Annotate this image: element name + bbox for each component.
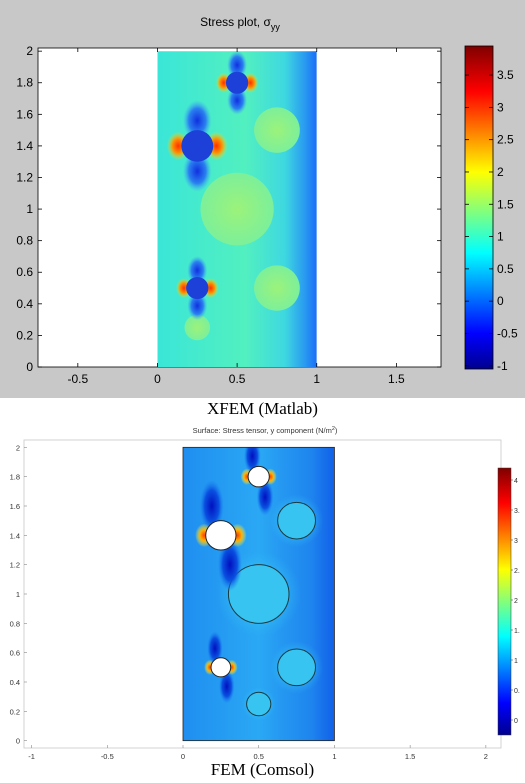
- chart-title-main: Surface: Stress tensor, y component (N/m: [193, 426, 332, 435]
- y-tick-label: 1.8: [10, 473, 20, 482]
- hole-0: [247, 465, 270, 488]
- hole-1: [181, 130, 214, 162]
- colorbar-tick-label: 3: [514, 538, 518, 545]
- y-tick-label: 0.4: [10, 678, 20, 687]
- caption-fem: FEM (Comsol): [210, 760, 315, 779]
- y-tick-label: 1.2: [10, 561, 20, 570]
- inclusion-3: [246, 691, 272, 717]
- colorbar-tick-label: 0: [497, 294, 504, 308]
- y-tick-label: 0.6: [10, 649, 20, 658]
- y-tick-label: 1.6: [16, 107, 33, 121]
- y-tick-label: 0.6: [16, 265, 33, 279]
- hole-2-low-stress-top: [187, 255, 208, 285]
- plate-outline: [182, 446, 335, 742]
- hole-1-low-stress-bottom: [182, 150, 212, 192]
- colorbar-tick-label: 0: [514, 718, 518, 725]
- y-tick-label: 0.8: [16, 234, 33, 248]
- chart-title-sup: 2: [332, 426, 335, 432]
- y-tick-label: 0: [16, 737, 20, 746]
- colorbar-tick-label: 2: [497, 165, 504, 179]
- colorbar-tick-label: 2.5: [497, 133, 514, 147]
- y-tick-label: 2: [26, 44, 33, 58]
- axes-ticks: -1 -0.5 0 0.5 1 1.5 2 0 0.2 0.4 0.6 0.8 1 1.2 1.4 1.6 1.…: [10, 443, 488, 760]
- y-tick-label: 0.2: [10, 707, 20, 716]
- chart-title-main: Stress plot, σ: [200, 15, 271, 29]
- colorbar-tick-label: 2.: [514, 568, 520, 575]
- hole-0-low-stress-bottom: [256, 478, 274, 516]
- fem-stress-figure: Surface: Stress tensor, y component (N/m…: [0, 422, 525, 760]
- colorbar-tick-label: 3.5: [497, 68, 514, 82]
- x-tick-label: 1.5: [405, 752, 415, 760]
- inclusion-3: [184, 314, 211, 341]
- hole-2: [186, 276, 209, 300]
- stress-field: [157, 51, 317, 367]
- inclusion-1: [227, 564, 290, 624]
- hole-1-low-stress-bottom: [217, 538, 243, 592]
- y-tick-label: 1.6: [10, 502, 20, 511]
- y-tick-label: 1: [26, 202, 33, 216]
- inclusion-2: [277, 648, 317, 687]
- y-tick-label: 1.8: [16, 76, 33, 90]
- colorbar-tick-label: 1.: [514, 628, 520, 635]
- inclusion-0: [277, 501, 317, 540]
- colorbar-tick-label: 1.5: [497, 197, 514, 211]
- y-tick-label: 1.2: [16, 170, 33, 184]
- colorbar-tick-label: 3.: [514, 508, 520, 515]
- hole-1-low-stress-top: [199, 479, 224, 533]
- hole-0: [225, 71, 249, 94]
- x-tick-label: -0.5: [101, 752, 114, 760]
- x-tick-label: 0.5: [253, 752, 263, 760]
- x-tick-label: 1: [313, 372, 320, 386]
- x-tick-label: 2: [484, 752, 488, 760]
- hole-2-low-stress-bottom: [187, 291, 208, 321]
- colorbar-tick-label: 1: [497, 230, 504, 244]
- x-tick-label: 0: [154, 372, 161, 386]
- colorbar: [497, 467, 512, 736]
- y-tick-label: 1.4: [16, 139, 33, 153]
- inclusion-1: [200, 172, 274, 246]
- colorbar-tick-label: 0.: [514, 688, 520, 695]
- colorbar-tick-label: 1: [514, 658, 518, 665]
- hole-1: [205, 520, 237, 551]
- colorbar-tick-label: 2: [514, 598, 518, 605]
- x-tick-label: 0: [181, 752, 185, 760]
- hole-2: [210, 657, 232, 678]
- x-tick-label: 1: [332, 752, 336, 760]
- colorbar-tick-label: 3: [497, 100, 504, 114]
- hole-0-low-stress-top: [227, 51, 248, 80]
- inclusion-2: [254, 265, 300, 311]
- y-tick-label: 0.4: [16, 297, 33, 311]
- colorbar-tick-label: 4: [514, 478, 518, 485]
- axes-ticks: -0.5 0 0.5 1 1.5 0 0.2 0.4 0.6 0.8 1 1.2 1.4 1.6 1.8 2: [16, 44, 441, 386]
- x-tick-label: 1.5: [388, 372, 405, 386]
- colorbar-tick-label: -1: [497, 359, 508, 373]
- stress-field: [183, 447, 335, 741]
- hole-1-low-stress-top: [182, 100, 212, 142]
- x-tick-label: -0.5: [67, 372, 88, 386]
- inclusion-0: [254, 107, 300, 153]
- colorbar: [464, 45, 494, 370]
- caption-xfem: XFEM (Matlab): [207, 399, 318, 418]
- chart-title: Stress plot, σyy: [200, 15, 280, 32]
- chart-title-sub: yy: [271, 22, 281, 32]
- x-tick-label: 0.5: [229, 372, 246, 386]
- x-tick-label: -1: [28, 752, 35, 760]
- colorbar-tick-label: 0.5: [497, 262, 514, 276]
- xfem-stress-figure: Stress plot, σyy -0.5 0 0.5 1 1.5 0 0.2 0.4 0.6 0…: [0, 0, 525, 398]
- y-tick-label: 0.8: [10, 619, 20, 628]
- y-tick-label: 2: [16, 443, 20, 452]
- colorbar-ticks: 0 0. 1 1. 2 2. 3 3. 4: [511, 478, 520, 725]
- colorbar-tick-label: -0.5: [497, 326, 518, 340]
- y-tick-label: 0: [26, 360, 33, 374]
- hole-2-low-stress-top: [207, 631, 223, 666]
- y-tick-label: 0.2: [16, 328, 33, 342]
- y-tick-label: 1: [16, 590, 20, 599]
- y-tick-label: 1.4: [10, 531, 20, 540]
- chart-title-end: ): [335, 426, 338, 435]
- colorbar-ticks: -1 -0.5 0 0.5 1 1.5 2 2.5 3 3.5: [465, 68, 518, 373]
- hole-2-low-stress-bottom: [218, 669, 235, 704]
- hole-0-low-stress-bottom: [227, 86, 248, 115]
- chart-title: Surface: Stress tensor, y component (N/m…: [193, 426, 338, 435]
